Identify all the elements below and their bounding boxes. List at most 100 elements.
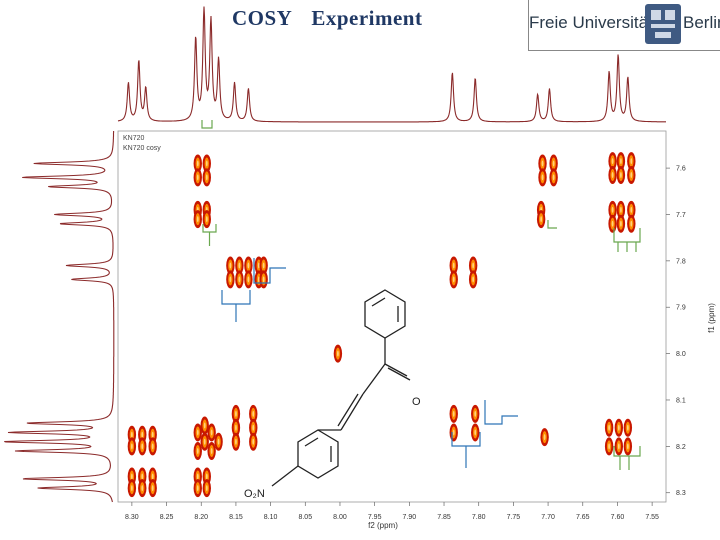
cross-peak xyxy=(614,418,624,437)
f1-projection xyxy=(4,131,115,503)
cross-peak xyxy=(540,428,549,447)
cross-peak xyxy=(614,437,624,456)
x-tick-label: 7.65 xyxy=(576,514,590,521)
x-tick-label: 8.10 xyxy=(264,514,278,521)
x-tick-label: 8.30 xyxy=(125,514,139,521)
x-tick-label: 7.80 xyxy=(472,514,486,521)
cross-peak xyxy=(231,432,241,451)
cross-peak xyxy=(202,154,211,173)
cross-peak xyxy=(627,214,636,233)
cross-peak xyxy=(148,437,157,456)
cross-peak xyxy=(538,154,547,173)
cross-peak xyxy=(627,200,636,219)
nitro-group-label: O₂N xyxy=(244,488,265,500)
cross-peak xyxy=(549,154,558,173)
cross-peak xyxy=(214,432,223,451)
x-tick-label: 7.90 xyxy=(403,514,417,521)
y-tick-label: 7.7 xyxy=(676,212,686,219)
y-tick-label: 8.0 xyxy=(676,351,686,358)
cross-peak xyxy=(604,418,614,437)
cross-peak xyxy=(138,437,147,456)
cross-peak xyxy=(193,479,202,498)
green-bracket-right xyxy=(613,228,641,252)
cross-peak xyxy=(138,479,147,498)
x-tick-label: 8.20 xyxy=(194,514,208,521)
cross-peak xyxy=(608,214,617,233)
cross-peak xyxy=(148,479,157,498)
y-tick-label: 7.6 xyxy=(676,166,686,173)
cross-peak xyxy=(616,200,626,219)
x-tick-label: 7.85 xyxy=(437,514,451,521)
cross-peak xyxy=(536,210,546,229)
university-logo: Freie Universität Berlin xyxy=(528,0,720,51)
cross-peak xyxy=(616,214,626,233)
cross-peak xyxy=(449,270,458,289)
sample-label-2: KN720 cosy xyxy=(123,145,161,152)
green-bracket-bottom xyxy=(613,446,641,470)
y-axis-ticks: 7.6 7.7 7.8 7.9 8.0 8.1 8.2 8.3 xyxy=(666,166,686,497)
cross-peak xyxy=(202,210,211,229)
cross-peak xyxy=(207,441,216,460)
cross-peak xyxy=(627,152,636,171)
green-bracket-mid xyxy=(547,220,557,229)
cross-peak xyxy=(226,256,235,275)
cross-peak xyxy=(549,168,558,187)
cross-peak xyxy=(193,423,202,442)
cross-peak xyxy=(200,416,209,435)
blue-bracket-lower-left xyxy=(451,432,481,468)
x-tick-label: 7.70 xyxy=(541,514,555,521)
coupling-brackets-blue xyxy=(221,258,518,468)
x-tick-label: 8.25 xyxy=(160,514,174,521)
sample-label-1: KN720 xyxy=(123,135,145,142)
y-tick-label: 8.2 xyxy=(676,444,686,451)
cross-peak xyxy=(608,166,617,185)
cross-peak xyxy=(259,270,268,289)
y-axis-label: f1 (ppm) xyxy=(707,303,716,333)
cross-peak xyxy=(193,210,202,229)
x-tick-label: 7.75 xyxy=(507,514,521,521)
molecule-structure xyxy=(271,289,411,487)
cross-peak xyxy=(538,168,547,187)
x-tick-label: 8.15 xyxy=(229,514,243,521)
cross-peak xyxy=(244,256,253,275)
f1-projection-trace xyxy=(4,131,115,503)
logo-seal-icon xyxy=(645,4,681,44)
cross-peak xyxy=(449,404,458,423)
x-tick-label: 7.95 xyxy=(368,514,382,521)
plot-frame xyxy=(117,130,667,503)
cross-peak xyxy=(193,168,202,187)
cross-peak xyxy=(193,441,202,460)
cross-peak xyxy=(616,152,626,171)
x-tick-label: 8.00 xyxy=(333,514,347,521)
nitrophenyl-ring xyxy=(297,429,339,479)
green-bracket-left xyxy=(202,224,217,246)
cross-peak xyxy=(249,432,258,451)
blue-bracket-lower-right xyxy=(484,400,518,425)
cross-peak xyxy=(244,270,253,289)
y-tick-label: 7.8 xyxy=(676,258,686,265)
cross-peak xyxy=(623,418,633,437)
x-tick-label: 8.05 xyxy=(298,514,312,521)
cross-peak xyxy=(627,166,636,185)
cross-peak xyxy=(449,256,458,275)
carbonyl-oxygen-label: O xyxy=(412,396,421,408)
x-tick-label: 7.60 xyxy=(611,514,625,521)
cross-peak xyxy=(235,256,244,275)
cross-peak xyxy=(235,270,244,289)
cross-peak xyxy=(226,270,235,289)
x-axis-ticks: 8.30 8.25 8.20 8.15 8.10 8.05 8.00 7.95 7.90 7.85… xyxy=(125,502,659,521)
cross-peak xyxy=(333,344,343,363)
cross-peak xyxy=(231,404,241,423)
cross-peak xyxy=(207,423,216,442)
cross-peak xyxy=(200,432,209,451)
x-axis-label: f2 (ppm) xyxy=(368,521,398,530)
cross-peak xyxy=(249,418,258,437)
y-tick-label: 8.1 xyxy=(676,397,686,404)
f2-projection-trace xyxy=(117,6,666,123)
cross-peak xyxy=(127,437,137,456)
y-tick-label: 7.9 xyxy=(676,305,686,312)
green-bracket-top xyxy=(201,120,213,129)
cross-peak xyxy=(127,479,137,498)
cross-peak xyxy=(471,404,480,423)
